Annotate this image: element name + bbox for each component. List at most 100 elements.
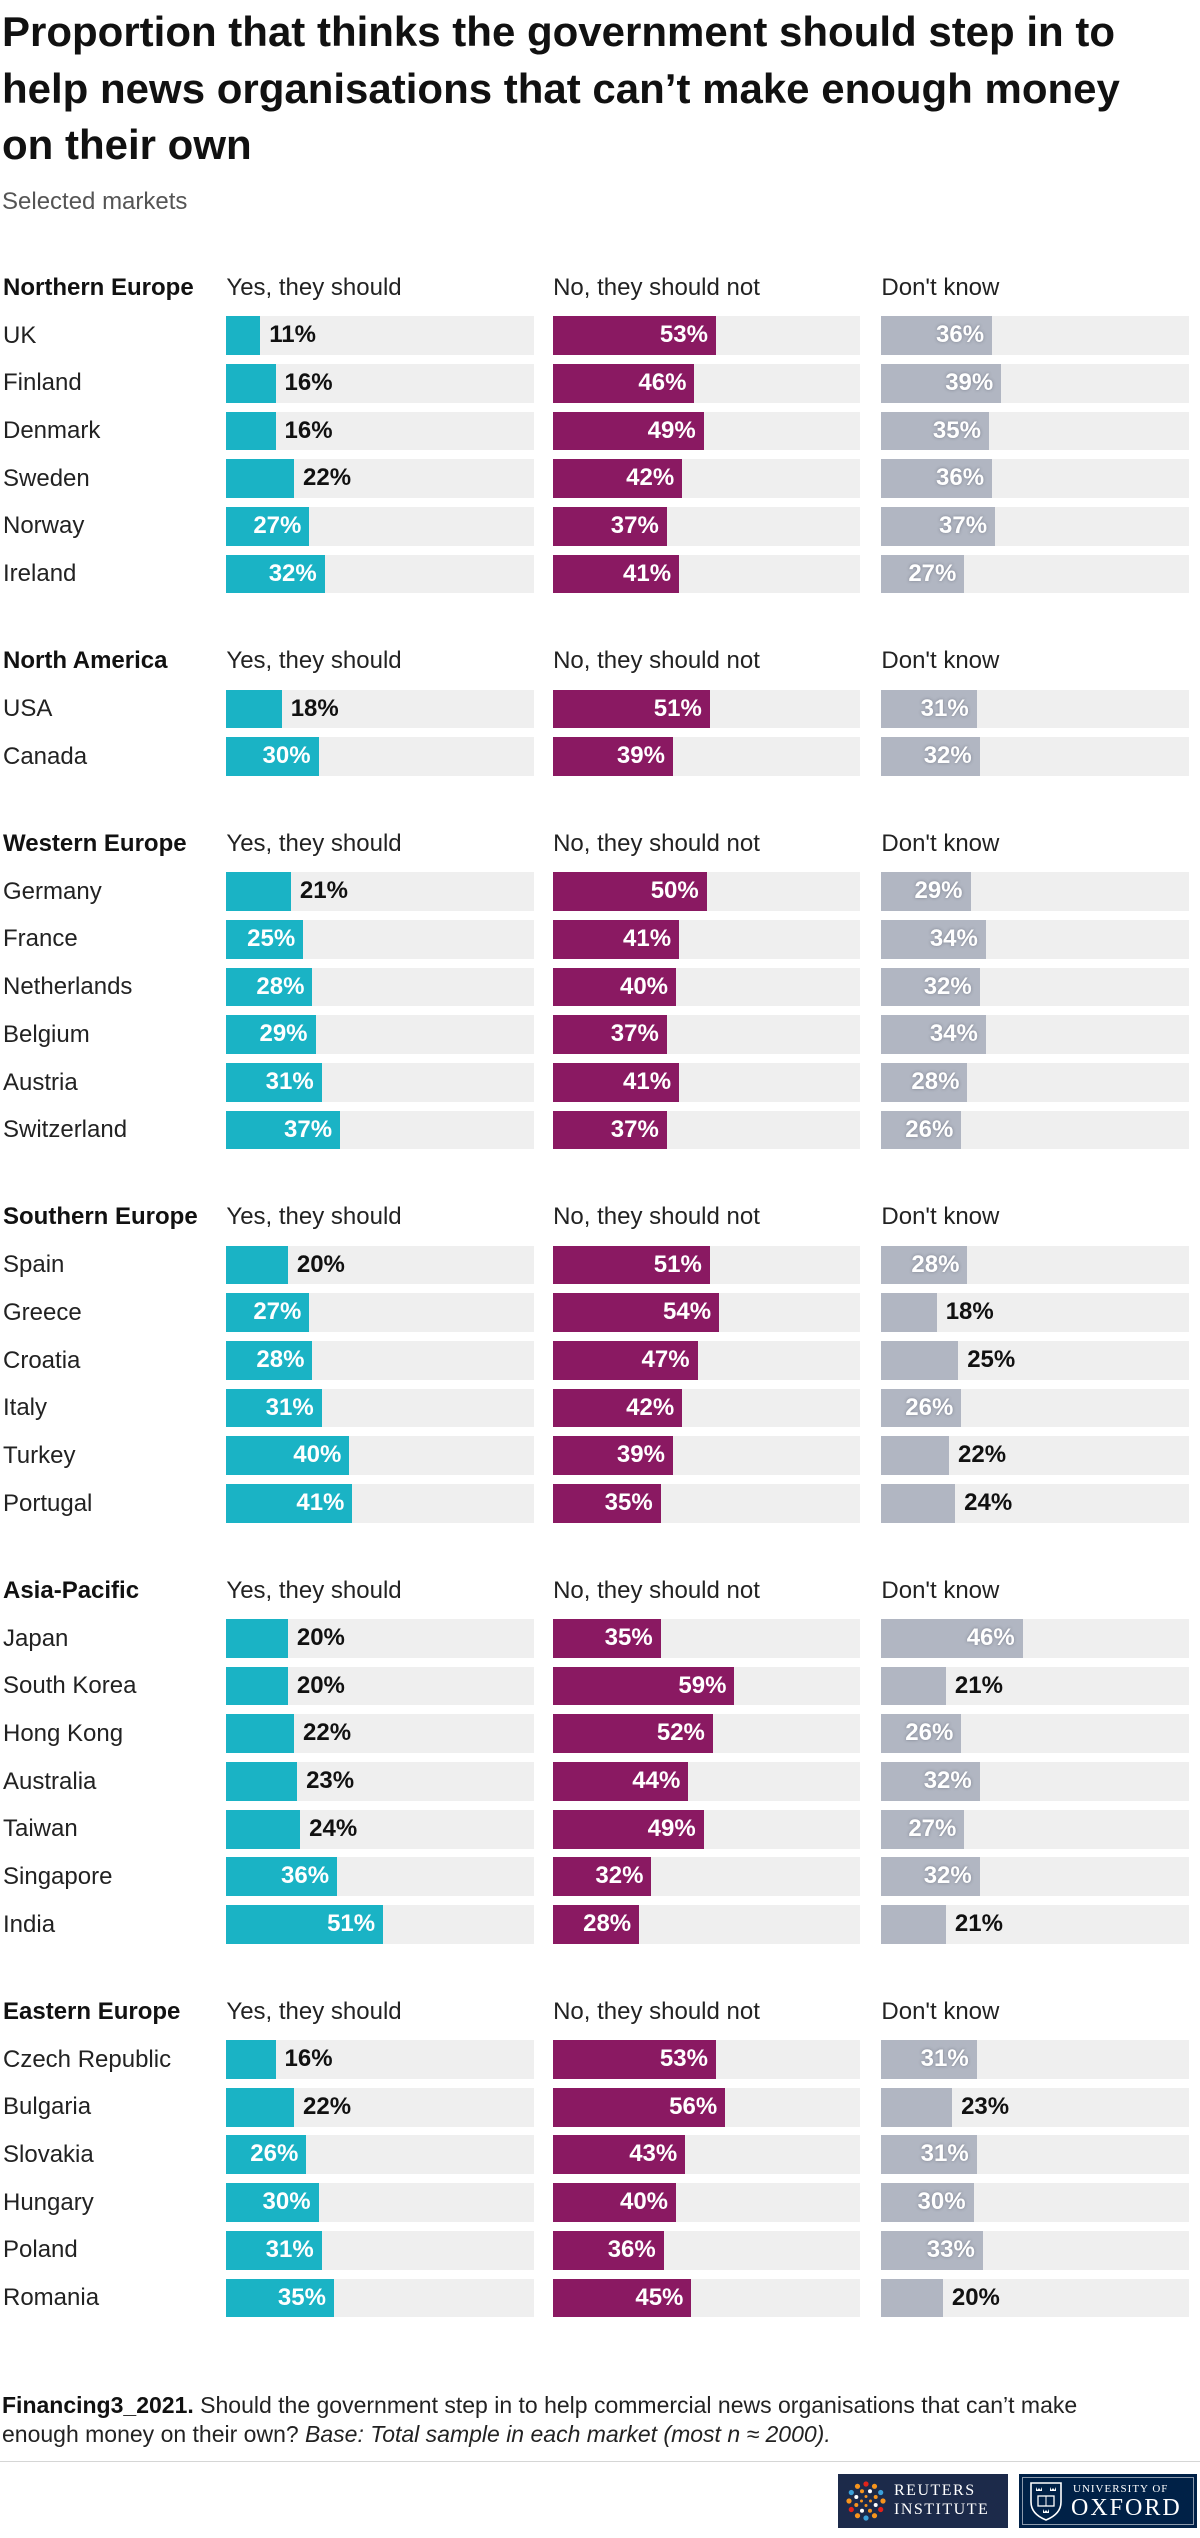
market-row-france: France 25% 41% 34% xyxy=(0,915,1200,963)
bar-track-dont-know: 31% xyxy=(881,689,1189,729)
value-number: 27 xyxy=(908,559,936,587)
bar-track-yes: 35% xyxy=(226,2278,534,2318)
value-unit: % xyxy=(643,742,665,770)
value-number: 54 xyxy=(663,1298,690,1326)
bar-track-dont-know: 33% xyxy=(881,2230,1189,2270)
region-group-northern-europe: Northern Europe Yes, they should No, they … xyxy=(0,264,1200,598)
value-number: 53 xyxy=(659,321,687,349)
value-label-yes: 27% xyxy=(253,1293,301,1332)
market-row-bulgaria: Bulgaria 22% 56% 23% xyxy=(0,2083,1200,2131)
market-label: Taiwan xyxy=(3,1815,78,1843)
value-number: 39 xyxy=(616,742,644,770)
bar-track-dont-know: 29% xyxy=(881,872,1189,911)
bar-track-yes: 18% xyxy=(226,689,534,729)
emblem-dot xyxy=(860,2499,863,2503)
bar-track-no: 45% xyxy=(553,2278,861,2318)
emblem-dot xyxy=(878,2506,884,2513)
bar-track-yes: 16% xyxy=(226,411,534,451)
value-label-dont-know: 26% xyxy=(905,1714,953,1753)
value-unit: % xyxy=(956,924,978,952)
market-label: Ireland xyxy=(3,560,77,588)
value-label-dont-know: 21% xyxy=(955,1667,1003,1706)
market-row-south-korea: South Korea 20% 59% 21% xyxy=(0,1662,1200,1710)
bar-no xyxy=(553,2230,664,2270)
value-number: 40 xyxy=(293,1441,320,1469)
value-unit: % xyxy=(622,1862,644,1890)
value-number: 30 xyxy=(917,2188,945,2216)
bar-track-yes: 16% xyxy=(226,2040,534,2079)
bar-dont-know xyxy=(881,1905,946,1944)
value-unit: % xyxy=(323,1489,345,1517)
value-unit: % xyxy=(637,1115,659,1143)
value-label-no: 37% xyxy=(611,507,659,546)
bar-track-no: 32% xyxy=(553,1857,861,1897)
bar-dont-know xyxy=(881,1484,956,1523)
bar-yes xyxy=(226,2230,322,2270)
bar-dont-know xyxy=(881,459,993,498)
bar-track-no: 35% xyxy=(553,1484,861,1523)
bar-dont-know xyxy=(881,1015,986,1055)
value-unit: % xyxy=(643,1441,665,1469)
bar-no xyxy=(553,1110,667,1150)
bar-track-yes: 41% xyxy=(226,1484,534,1523)
bar-track-yes: 22% xyxy=(226,459,534,498)
value-unit: % xyxy=(652,464,675,492)
bar-track-yes: 26% xyxy=(226,2135,534,2175)
bar-yes xyxy=(226,1436,350,1476)
market-row-greece: Greece 27% 54% 18% xyxy=(0,1289,1200,1337)
bar-track-dont-know: 24% xyxy=(881,1484,1189,1523)
bar-track-yes: 21% xyxy=(226,872,534,911)
value-label-no: 35% xyxy=(605,1484,653,1523)
value-unit: % xyxy=(332,1767,355,1795)
value-unit: % xyxy=(631,1489,653,1517)
value-number: 28 xyxy=(256,1345,284,1373)
value-number: 31 xyxy=(265,1393,293,1421)
market-row-hong-kong: Hong Kong 22% 52% 26% xyxy=(0,1710,1200,1758)
column-header-dont-know: Don't know xyxy=(881,1997,1000,2025)
value-unit: % xyxy=(634,2235,656,2263)
value-number: 21 xyxy=(299,877,327,905)
value-unit: % xyxy=(311,368,333,396)
value-number: 35 xyxy=(277,2283,305,2311)
value-label-no: 50% xyxy=(651,872,699,911)
value-number: 31 xyxy=(920,2045,948,2073)
value-unit: % xyxy=(665,368,687,396)
value-number: 21 xyxy=(954,1910,982,1938)
emblem-dot xyxy=(854,2513,861,2519)
value-label-yes: 20% xyxy=(297,1619,345,1658)
value-number: 37 xyxy=(610,511,638,539)
bar-yes xyxy=(226,1015,316,1055)
value-unit: % xyxy=(705,1671,727,1699)
bar-dont-know xyxy=(881,2087,953,2127)
value-label-no: 59% xyxy=(678,1667,726,1706)
value-unit: % xyxy=(950,972,972,1000)
value-number: 37 xyxy=(939,511,966,539)
value-unit: % xyxy=(677,877,699,905)
value-unit: % xyxy=(283,972,305,1000)
market-row-denmark: Denmark 16% 49% 35% xyxy=(0,407,1200,455)
value-label-dont-know: 31% xyxy=(921,2135,969,2174)
value-unit: % xyxy=(947,694,969,722)
bar-track-dont-know: 20% xyxy=(881,2278,1189,2318)
bar-dont-know xyxy=(881,689,977,729)
bar-no xyxy=(553,1340,698,1380)
bar-dont-know xyxy=(881,1762,980,1801)
value-number: 22 xyxy=(302,2092,330,2120)
oxford-logo-line-2: OXFORD xyxy=(1071,2495,1182,2521)
value-label-dont-know: 37% xyxy=(939,507,987,546)
value-number: 40 xyxy=(619,972,647,1000)
bar-track-dont-know: 18% xyxy=(881,1293,1189,1333)
market-label: France xyxy=(3,925,78,953)
value-label-dont-know: 28% xyxy=(911,1246,959,1285)
value-label-no: 35% xyxy=(605,1619,653,1658)
bar-track-no: 44% xyxy=(553,1762,861,1801)
market-row-croatia: Croatia 28% 47% 25% xyxy=(0,1337,1200,1385)
value-label-no: 39% xyxy=(617,1436,665,1475)
bar-track-yes: 20% xyxy=(226,1619,534,1658)
value-unit: % xyxy=(686,321,708,349)
value-label-no: 49% xyxy=(648,412,696,451)
bar-track-yes: 16% xyxy=(226,363,534,403)
value-unit: % xyxy=(931,1115,954,1143)
value-unit: % xyxy=(323,1624,345,1651)
value-label-dont-know: 33% xyxy=(927,2231,975,2270)
